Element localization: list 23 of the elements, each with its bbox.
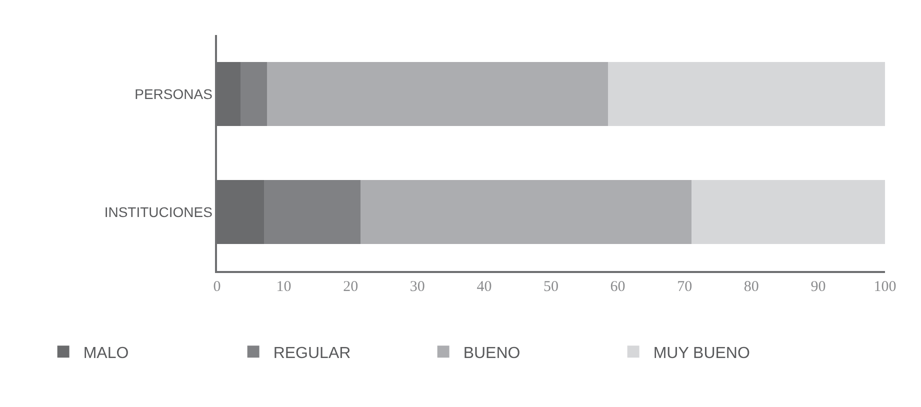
x-tick-label: 80: [744, 278, 759, 295]
bar: [608, 62, 885, 126]
y-tick-label: PERSONAS: [134, 86, 212, 102]
legend-label: REGULAR: [273, 344, 351, 362]
bar: [240, 62, 268, 126]
x-tick-label: 20: [343, 278, 358, 295]
legend-label: MALO: [83, 344, 129, 362]
bar: [691, 180, 885, 244]
x-tick-label: 10: [276, 278, 292, 295]
y-tick-label: INSTITUCIONES: [104, 204, 212, 220]
x-tick-label: 50: [544, 278, 558, 295]
x-tick-label: 70: [677, 278, 692, 295]
x-tick-label: 60: [610, 278, 626, 295]
x-tick-label: 40: [476, 278, 492, 295]
x-tick-label: 100: [874, 278, 896, 295]
bar: [360, 180, 692, 244]
x-tick-label: 30: [410, 278, 425, 295]
bar: [264, 180, 361, 244]
x-tick-label: 90: [810, 278, 826, 295]
bar: [267, 62, 608, 126]
legend-label: MUY BUENO: [653, 344, 750, 362]
x-tick-label: 0: [213, 278, 221, 295]
legend-label: BUENO: [463, 344, 520, 362]
